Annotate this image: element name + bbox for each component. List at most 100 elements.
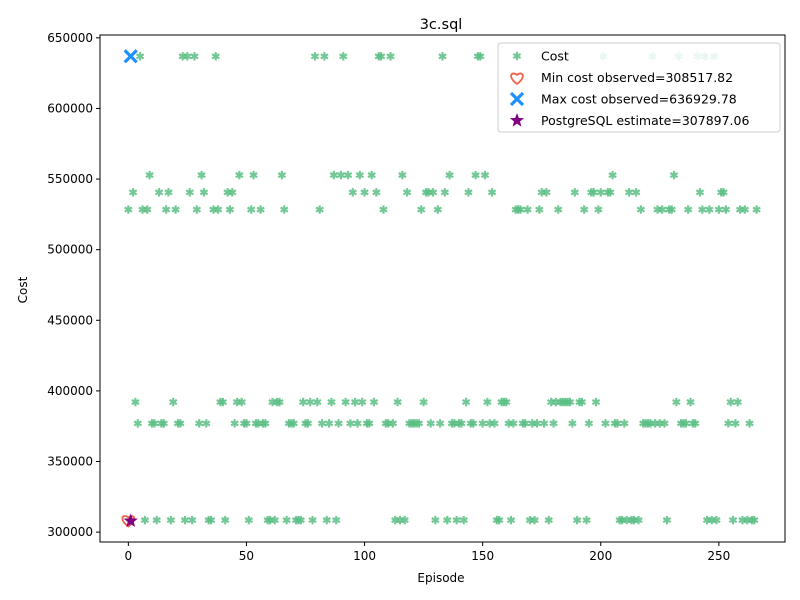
- cost-point: [372, 188, 381, 197]
- cost-point: [192, 205, 202, 214]
- cost-point: [150, 419, 159, 428]
- cost-point: [686, 397, 695, 407]
- cost-point: [683, 205, 693, 214]
- cost-point: [657, 205, 667, 214]
- cost-point: [135, 52, 145, 61]
- cost-point: [228, 188, 237, 197]
- cost-point: [183, 52, 192, 61]
- cost-point: [469, 419, 478, 428]
- cost-point: [282, 515, 291, 525]
- legend-max-icon: [509, 91, 525, 107]
- cost-point: [580, 205, 589, 214]
- cost-point: [280, 205, 289, 214]
- cost-point: [714, 205, 724, 214]
- y-tick-label: 550000: [47, 172, 93, 186]
- cost-point: [277, 170, 287, 180]
- y-axis: 300000 350000 400000 450000 500000 550000 6000…: [47, 31, 100, 539]
- max-cost-point: [123, 49, 138, 64]
- cost-point: [353, 419, 362, 428]
- cost-point: [171, 205, 180, 214]
- cost-point: [523, 205, 532, 214]
- cost-point: [428, 188, 438, 197]
- cost-point: [476, 52, 485, 61]
- cost-point: [358, 397, 367, 407]
- legend-max-label: Max cost observed=636929.78: [541, 92, 737, 107]
- cost-point: [161, 205, 171, 214]
- cost-point: [495, 515, 504, 525]
- cost-point: [237, 397, 246, 407]
- y-tick-label: 450000: [47, 313, 93, 327]
- cost-point: [128, 188, 138, 197]
- cost-point: [433, 205, 442, 214]
- cost-point: [532, 419, 542, 428]
- cost-point: [435, 419, 445, 428]
- cost-point: [667, 205, 676, 214]
- cost-point: [341, 397, 350, 407]
- legend: Cost Min cost observed=308517.82 Max cost …: [497, 42, 781, 133]
- cost-point: [724, 419, 733, 428]
- cost-point: [140, 515, 150, 525]
- cost-point: [199, 188, 209, 197]
- cost-point: [731, 419, 740, 428]
- cost-point: [584, 419, 594, 428]
- cost-point: [705, 205, 714, 214]
- cost-point: [275, 397, 284, 407]
- cost-point: [388, 419, 398, 428]
- cost-point: [544, 515, 553, 525]
- cost-point: [672, 397, 681, 407]
- cost-point: [195, 419, 204, 428]
- cost-point: [669, 170, 679, 180]
- cost-point: [339, 52, 348, 61]
- cost-point: [166, 515, 176, 525]
- cost-point: [419, 397, 428, 407]
- cost-point: [480, 170, 490, 180]
- cost-point: [348, 188, 357, 197]
- cost-point: [221, 515, 230, 525]
- y-tick-label: 400000: [47, 384, 93, 398]
- cost-point: [443, 515, 452, 525]
- cost-point: [509, 419, 518, 428]
- cost-point: [365, 419, 374, 428]
- cost-point: [306, 397, 315, 407]
- plot-frame: [99, 34, 786, 543]
- legend-min-label: Min cost observed=308517.82: [541, 70, 733, 85]
- cost-point: [322, 515, 331, 525]
- cost-point: [176, 419, 185, 428]
- cost-point: [582, 515, 591, 525]
- x-tick-label: 50: [239, 549, 254, 563]
- cost-point: [225, 205, 235, 214]
- cost-point: [452, 515, 461, 525]
- cost-point: [329, 170, 339, 180]
- cost-point: [745, 419, 754, 428]
- legend-estimate-label: PostgreSQL estimate=307897.06: [541, 113, 749, 128]
- y-tick-label: 600000: [47, 101, 93, 115]
- cost-point: [190, 52, 199, 61]
- x-tick-label: 150: [471, 549, 494, 563]
- cost-point: [169, 397, 178, 407]
- cost-point: [589, 188, 598, 197]
- cost-point: [750, 515, 759, 525]
- cost-point: [740, 205, 750, 214]
- cost-point: [636, 205, 646, 214]
- x-axis: 0 50 100 150 200 250: [125, 542, 730, 563]
- cost-point: [379, 205, 388, 214]
- cost-point: [367, 170, 376, 180]
- cost-point: [530, 515, 539, 525]
- cost-point: [350, 397, 360, 407]
- cost-point: [154, 188, 164, 197]
- cost-point: [577, 397, 587, 407]
- cost-point: [218, 397, 228, 407]
- postgres-estimate-point: [123, 513, 138, 528]
- cost-point: [568, 419, 577, 428]
- cost-point: [613, 419, 622, 428]
- cost-point: [320, 52, 329, 61]
- cost-point: [187, 515, 197, 525]
- cost-point: [660, 419, 669, 428]
- cost-point: [624, 188, 634, 197]
- cost-point: [230, 419, 239, 428]
- legend-min-icon: [510, 72, 524, 85]
- cost-point: [315, 205, 324, 214]
- cost-point: [369, 397, 379, 407]
- cost-point: [457, 419, 466, 428]
